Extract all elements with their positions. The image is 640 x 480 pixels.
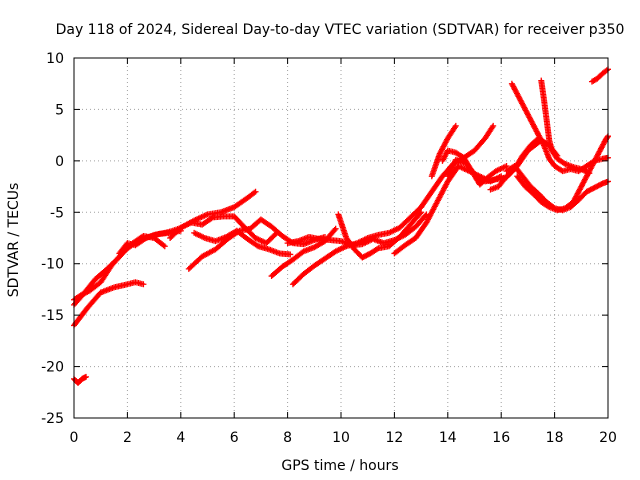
series-track-21 <box>538 78 592 177</box>
y-tick-label: -20 <box>41 360 64 376</box>
y-tick-label: 0 <box>55 154 64 170</box>
x-tick-label: 8 <box>283 430 292 446</box>
y-axis-label: SDTVAR / TECUs <box>6 183 22 298</box>
series-track-3 <box>71 233 168 303</box>
series-track-2 <box>71 279 146 328</box>
y-tick-labels: -25 -20 -15 -10 -5 0 5 10 <box>41 51 64 427</box>
y-tick-label: -15 <box>41 308 64 324</box>
x-tick-label: 18 <box>546 430 564 446</box>
y-tick-label: -25 <box>41 411 64 427</box>
x-tick-label: 12 <box>385 430 403 446</box>
x-tick-labels: 0 2 4 6 8 10 12 14 16 18 20 <box>70 430 617 446</box>
x-tick-label: 4 <box>176 430 185 446</box>
y-tick-label: -5 <box>50 205 64 221</box>
x-tick-label: 6 <box>230 430 239 446</box>
x-tick-label: 14 <box>439 430 457 446</box>
sdtvar-chart: Day 118 of 2024, Sidereal Day-to-day VTE… <box>0 0 640 480</box>
x-tick-label: 10 <box>332 430 350 446</box>
chart-title: Day 118 of 2024, Sidereal Day-to-day VTE… <box>56 22 625 38</box>
y-tick-label: 10 <box>46 51 64 67</box>
series-track-1 <box>71 228 184 308</box>
y-tick-label: 5 <box>55 102 64 118</box>
x-tick-label: 2 <box>123 430 132 446</box>
x-tick-label: 20 <box>599 430 617 446</box>
x-tick-label: 16 <box>492 430 510 446</box>
x-tick-label: 0 <box>70 430 79 446</box>
y-tick-label: -10 <box>41 257 64 273</box>
x-axis-label: GPS time / hours <box>281 458 398 474</box>
